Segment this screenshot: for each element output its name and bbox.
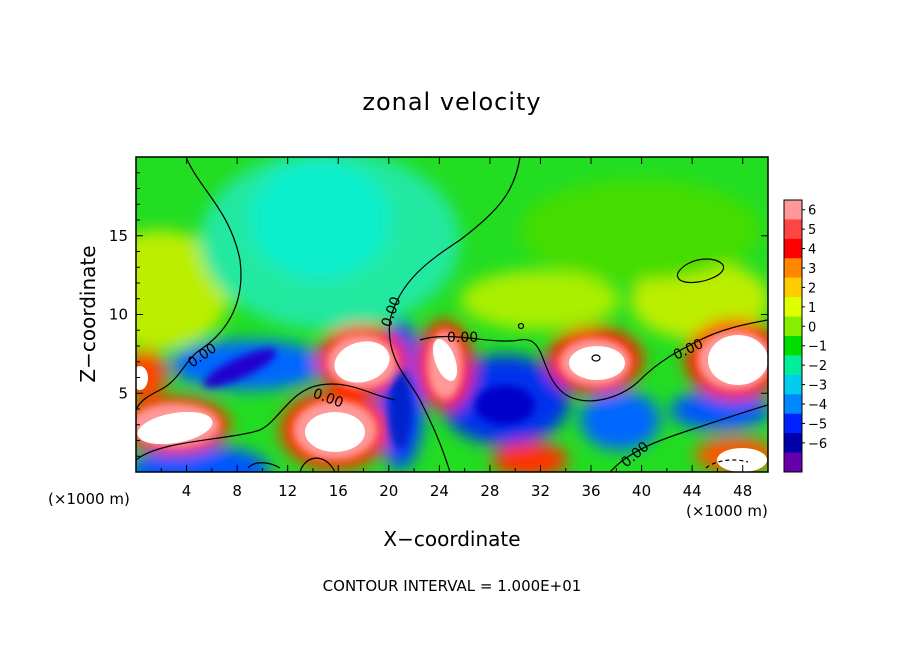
contour-line-4 <box>419 319 768 402</box>
x-tick-label: 32 <box>531 482 550 500</box>
colorbar-swatch <box>784 238 802 259</box>
colorbar-label: 3 <box>808 262 816 277</box>
x-tick-label: 16 <box>329 482 348 500</box>
y-tick-label: 15 <box>109 227 128 245</box>
core-2 <box>305 412 365 452</box>
saturated-cores <box>136 335 768 472</box>
colorbar-swatch <box>784 355 802 376</box>
velocity-field: 0.00 0.00 0.00 0.00 0.00 0.00 <box>136 157 768 472</box>
colorbar-swatch <box>784 277 802 298</box>
colorbar-label: 5 <box>808 223 816 238</box>
core-3 <box>334 341 390 383</box>
contour-lines <box>136 157 768 472</box>
colorbar-swatch <box>784 297 802 318</box>
x-tick-label: 8 <box>232 482 242 500</box>
contour-closed-2 <box>517 322 525 330</box>
colorbar-label: 2 <box>808 281 816 296</box>
x-axis-title: X−coordinate <box>383 527 521 551</box>
contour-closed-3 <box>591 354 601 362</box>
colorbar-label: −2 <box>808 359 827 374</box>
contour-label-4: 0.00 <box>447 330 478 346</box>
y-tick-label: 5 <box>118 384 128 402</box>
colorbar-frame <box>783 199 803 473</box>
core-7 <box>717 448 767 472</box>
colorbar-label: 1 <box>808 301 816 316</box>
core-8 <box>136 366 148 390</box>
contour-line-7 <box>299 457 336 472</box>
contour-interval-text: CONTOUR INTERVAL = 1.000E+01 <box>322 577 582 595</box>
core-4 <box>432 339 458 381</box>
colorbar-label: 6 <box>808 204 816 219</box>
y-axis-title: Z−coordinate <box>76 245 100 383</box>
x-tick-label: 44 <box>683 482 702 500</box>
colorbar-swatch <box>784 200 802 220</box>
y-axis: 5 10 15 <box>109 172 768 457</box>
colorbar-swatch <box>784 336 802 356</box>
x-tick-label: 36 <box>581 482 600 500</box>
colorbar-label: 4 <box>808 243 816 258</box>
contour-line-8 <box>705 459 749 469</box>
colorbar-swatch <box>784 452 802 473</box>
x-tick-label: 20 <box>379 482 398 500</box>
contour-line-6 <box>247 462 281 469</box>
core-6 <box>708 335 768 385</box>
colorbar-label: −3 <box>808 379 827 394</box>
contour-line-3 <box>136 383 396 461</box>
core-5 <box>569 346 625 380</box>
y-tick-label: 10 <box>109 306 128 324</box>
colorbar-swatch <box>784 374 802 395</box>
x-tick-label: 28 <box>480 482 499 500</box>
contour-closed-1 <box>676 258 725 284</box>
colorbar-swatch <box>784 433 802 454</box>
contour-line-5 <box>609 404 768 472</box>
x-tick-label: 12 <box>278 482 297 500</box>
x-tick-label: 48 <box>733 482 752 500</box>
contour-line-2 <box>388 157 521 472</box>
x-tick-label: 40 <box>632 482 651 500</box>
colorbar-swatch <box>784 219 802 240</box>
x-tick-label: 4 <box>182 482 192 500</box>
colorbar-swatch <box>784 316 802 337</box>
colorbar-swatch <box>784 413 802 434</box>
chart-title: zonal velocity <box>362 88 542 116</box>
core-1 <box>137 411 213 445</box>
colorbar-label: −5 <box>808 417 827 432</box>
x-unit-label-right: (×1000 m) <box>686 502 768 520</box>
colorbar-label: −4 <box>808 398 827 413</box>
colorbar: 6 5 4 3 2 1 0 −1 −2 −3 −4 −5 −6 <box>783 199 827 473</box>
colorbar-label: −6 <box>808 437 827 452</box>
colorbar-swatch <box>784 394 802 415</box>
colorbar-label: −1 <box>808 340 827 355</box>
x-unit-label-left: (×1000 m) <box>48 490 130 508</box>
colorbar-swatch <box>784 258 802 279</box>
colorbar-label: 0 <box>808 320 816 335</box>
x-axis: 4 8 12 16 20 24 28 32 36 40 44 48 <box>160 157 752 500</box>
contour-line-1 <box>136 157 242 411</box>
x-tick-label: 24 <box>430 482 449 500</box>
